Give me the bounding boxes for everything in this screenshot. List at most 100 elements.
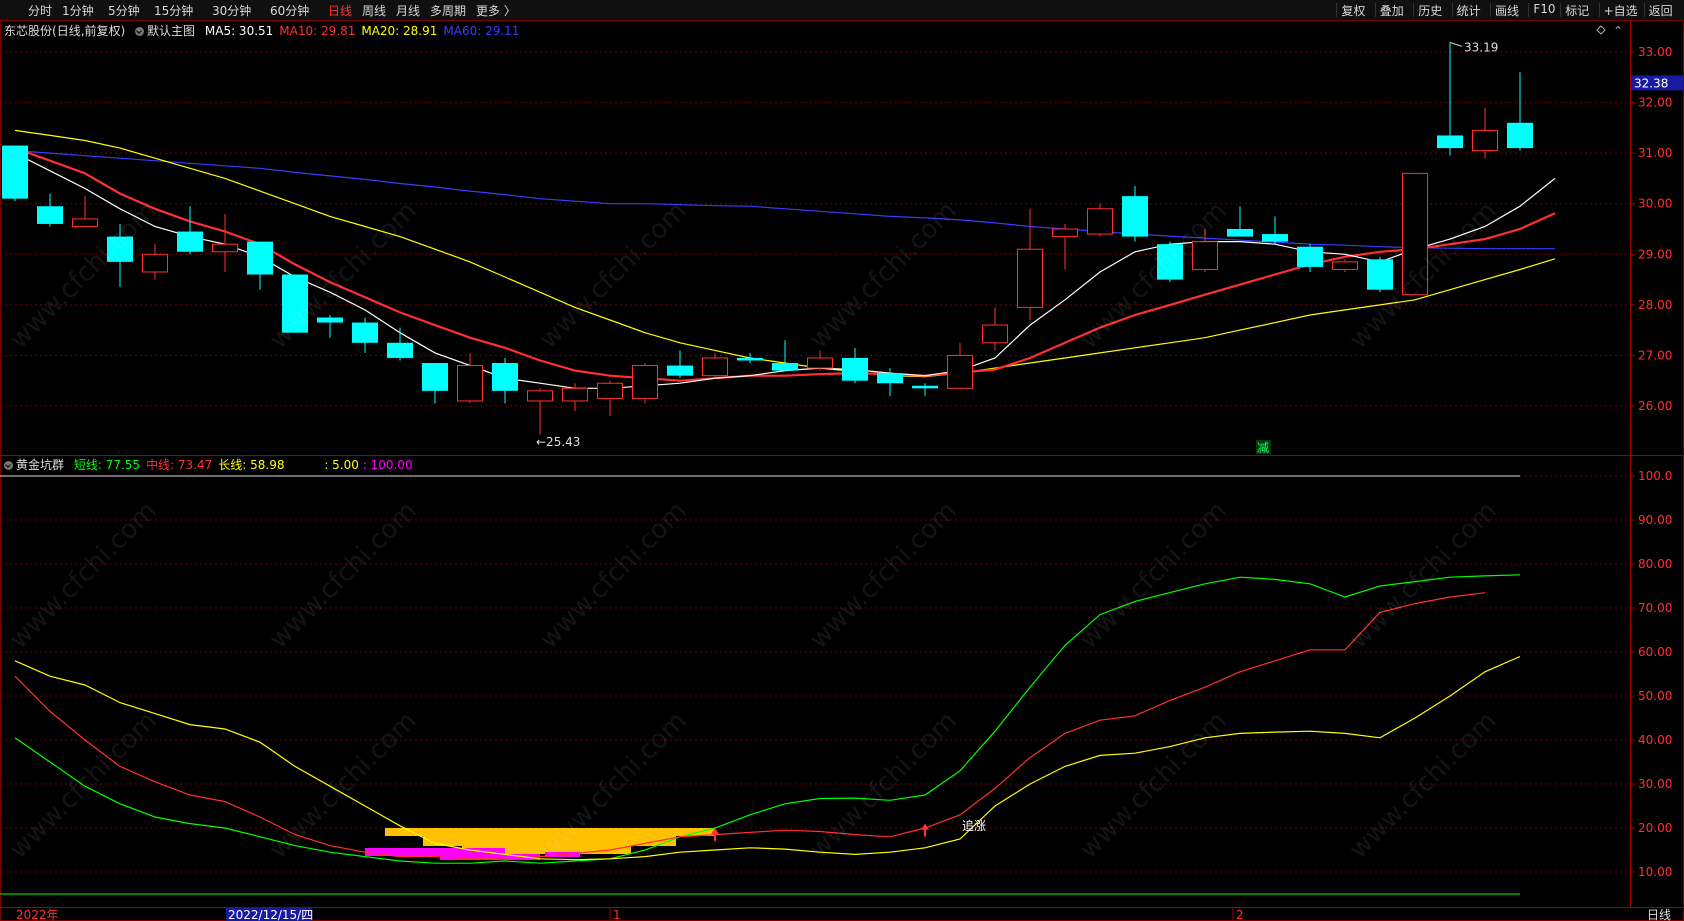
toolbar-right-item-2[interactable]: 历史	[1418, 4, 1443, 18]
period-label: (日线,前复权)	[52, 24, 126, 38]
candle-body	[177, 231, 203, 252]
toolbar-item-10[interactable]: 更多 〉	[476, 4, 516, 18]
candle-body	[107, 236, 133, 262]
candle-body	[282, 274, 308, 333]
watermark: www.cfchi.com	[1344, 706, 1503, 865]
candle-body	[842, 357, 868, 381]
price-tick-label-0: 33.00	[1638, 45, 1672, 59]
candle-body	[912, 385, 938, 389]
toolbar-right-item-6[interactable]: 标记	[1565, 4, 1590, 18]
month-label-0: 1	[613, 908, 621, 921]
toolbar-right-item-0[interactable]: 复权	[1341, 4, 1366, 18]
toolbar-right-item-1[interactable]: 叠加	[1379, 4, 1404, 18]
toolbar-item-0[interactable]: 分时	[28, 4, 53, 18]
toolbar-separator	[1374, 3, 1376, 17]
toolbar-item-8[interactable]: 月线	[396, 4, 421, 18]
indicator-name[interactable]: 黄金坑群	[16, 458, 65, 472]
candle-body	[1227, 229, 1253, 237]
collapse-icon: ⌃	[1613, 24, 1623, 38]
buy-arrow-icon	[711, 828, 719, 841]
toolbar-right-item-5[interactable]: F10	[1533, 2, 1556, 16]
candle-body	[457, 365, 483, 402]
indicator-legend: 短线: 77.55 中线: 73.47 长线: 58.98	[68, 458, 285, 472]
toolbar-item-4[interactable]: 30分钟	[212, 4, 252, 18]
toolbar-separator	[1336, 3, 1338, 17]
price-tick-label-3: 30.00	[1638, 197, 1672, 211]
candle-body	[492, 363, 518, 391]
watermark: www.cfchi.com	[534, 496, 693, 655]
year-label: 2022年	[16, 908, 59, 921]
toolbar-right-item-7[interactable]: +自选	[1603, 4, 1638, 18]
toolbar-separator	[1528, 3, 1530, 17]
watermark: www.cfchi.com	[1074, 706, 1233, 865]
toolbar-right-item-4[interactable]: 画线	[1495, 4, 1520, 18]
indicator-series-0	[14, 574, 1521, 864]
candle-body	[877, 373, 903, 384]
toolbar-item-6[interactable]: 日线	[328, 4, 353, 18]
toolbar-item-5[interactable]: 60分钟	[270, 4, 310, 18]
gold-pit-bar	[385, 828, 715, 836]
price-tick-label-6: 27.00	[1638, 348, 1672, 362]
current-price-tag	[1631, 75, 1683, 91]
period-button: 日线	[1647, 908, 1671, 921]
candle-body	[387, 342, 413, 358]
ma-legend-item-2: MA20: 28.91	[361, 24, 438, 38]
watermark: www.cfchi.com	[1074, 496, 1233, 655]
candle-body	[562, 387, 588, 402]
price-tick-label-4: 29.00	[1638, 247, 1672, 261]
month-label-1: 2	[1236, 908, 1244, 921]
watermark: www.cfchi.com	[4, 496, 163, 655]
ma-legend-item-3: MA60: 29.11	[443, 24, 520, 38]
toolbar-separator	[1413, 3, 1415, 17]
template-label[interactable]: 默认主图	[147, 24, 196, 38]
price-tick-label-5: 28.00	[1638, 298, 1672, 312]
candle-body	[1052, 228, 1078, 238]
candle-body	[317, 317, 343, 323]
indicator-extra-2: : 100.00	[362, 458, 413, 472]
toolbar-separator	[1598, 3, 1600, 17]
candle-body	[597, 382, 623, 399]
ma-legend-item-1: MA10: 29.81	[279, 24, 356, 38]
candle-body	[1087, 208, 1113, 235]
zhuizhang-label: 追涨	[962, 818, 986, 833]
candle-body	[247, 241, 273, 275]
ma60-line	[14, 150, 1555, 250]
watermark: www.cfchi.com	[804, 496, 963, 655]
indicator-pane-header: 黄金坑群 短线: 77.55 中线: 73.47 长线: 58.98 : 5.00 …	[4, 456, 413, 473]
candle-body	[212, 243, 238, 253]
candle-body	[702, 357, 728, 377]
template-dropdown-icon[interactable]	[135, 27, 145, 36]
indicator-legend-item-0: 短线: 77.55	[73, 458, 141, 472]
candle-body	[142, 253, 168, 273]
toolbar-item-2[interactable]: 5分钟	[108, 4, 140, 18]
toolbar-separator	[1560, 3, 1562, 17]
toolbar-right-item-8[interactable]: 返回	[1648, 4, 1673, 18]
toolbar-separator	[1490, 3, 1491, 17]
indicator-tick-label-8: 20.00	[1638, 821, 1672, 835]
ma-legend-item-0: MA5: 30.51	[204, 24, 274, 38]
main-pane-header: 东芯股份(日线,前复权) 默认主图 MA5: 30.51 MA10: 29.81 M…	[4, 22, 519, 39]
toolbar-separator	[1643, 3, 1645, 17]
indicator-series-2	[14, 655, 1521, 861]
candle-body	[807, 357, 833, 369]
gold-pit-bar	[462, 846, 631, 854]
indicator-tick-label-6: 40.00	[1638, 733, 1672, 747]
current-price-label: 32.38	[1634, 76, 1668, 90]
indicator-dropdown-icon[interactable]	[4, 461, 13, 470]
time-axis-bg	[1, 908, 1683, 920]
gold-pit-bar	[423, 836, 676, 846]
toolbar-item-9[interactable]: 多周期	[430, 4, 467, 18]
low-annotation: ←25.43	[536, 435, 580, 449]
candle-body	[947, 354, 973, 389]
candle-body	[632, 365, 658, 399]
toolbar-item-7[interactable]: 周线	[362, 4, 387, 18]
candle-body	[1472, 129, 1498, 152]
candle-body	[737, 357, 763, 361]
toolbar-right-item-3[interactable]: 统计	[1456, 4, 1481, 18]
toolbar-item-3[interactable]: 15分钟	[154, 4, 194, 18]
candle-body	[422, 363, 448, 391]
indicator-series-1	[14, 592, 1486, 860]
diamond-icon	[1596, 25, 1606, 35]
toolbar-item-1[interactable]: 1分钟	[62, 4, 94, 18]
